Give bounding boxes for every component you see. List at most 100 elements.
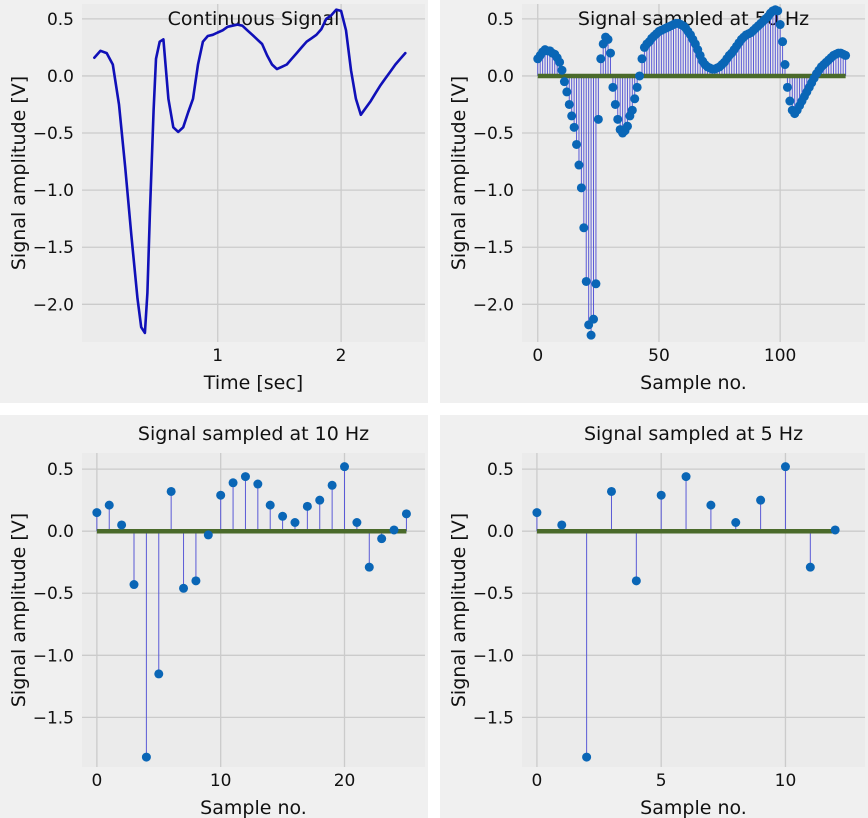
stem-marker xyxy=(327,480,337,490)
y-tick-label: −1.0 xyxy=(473,646,514,666)
y-axis-label: Signal amplitude [V] xyxy=(448,513,470,707)
stem-marker xyxy=(593,114,603,124)
y-tick-label: −1.0 xyxy=(33,181,74,201)
y-tick-label: −0.5 xyxy=(33,584,74,604)
y-tick-label: 0.0 xyxy=(487,67,514,87)
stem-marker xyxy=(782,82,792,92)
y-tick-label: −1.0 xyxy=(33,646,74,666)
stem-marker xyxy=(569,122,579,132)
y-tick-label: −2.0 xyxy=(473,295,514,315)
stem-marker xyxy=(559,77,569,87)
stem-marker xyxy=(253,479,263,489)
stem-marker xyxy=(557,65,567,75)
subplot-10hz: 0.5 0.0 −0.5 −1.0 −1.5 0 10 20 Signal sampled at… xyxy=(0,415,428,818)
stem-marker xyxy=(364,562,374,572)
stem-marker xyxy=(104,500,114,510)
stem-marker xyxy=(389,525,399,535)
y-tick-label: −1.5 xyxy=(473,238,514,258)
stem-marker xyxy=(606,486,616,496)
x-axis-label: Sample no. xyxy=(200,797,307,818)
stem-marker xyxy=(216,490,226,500)
stem-marker xyxy=(574,160,584,170)
stem-marker xyxy=(401,509,411,519)
stem-marker xyxy=(656,490,666,500)
y-tick-label: −1.0 xyxy=(473,181,514,201)
chart-title: Signal sampled at 5 Hz xyxy=(584,423,803,445)
stem-marker xyxy=(582,752,592,762)
stem-marker xyxy=(154,669,164,679)
stem-marker xyxy=(532,508,542,518)
stem-marker xyxy=(557,520,567,530)
y-tick-label: 0.5 xyxy=(47,460,74,480)
stem-marker xyxy=(775,20,785,30)
y-tick-label: −0.5 xyxy=(473,124,514,144)
x-tick-label: 0 xyxy=(532,346,543,366)
stem-marker xyxy=(589,314,599,324)
stem-marker xyxy=(780,60,790,70)
stem-marker xyxy=(591,279,601,289)
stem-marker xyxy=(627,105,637,115)
stem-marker xyxy=(340,462,350,472)
x-tick-label: 2 xyxy=(336,346,347,366)
y-axis-label: Signal amplitude [V] xyxy=(8,76,30,270)
stem-marker xyxy=(603,34,613,44)
stem-marker xyxy=(841,50,851,60)
stem-marker xyxy=(706,500,716,510)
y-tick-label: 0.0 xyxy=(47,67,74,87)
stem-marker xyxy=(630,94,640,104)
stem-marker xyxy=(622,121,632,131)
y-tick-label: 0.0 xyxy=(47,522,74,542)
x-tick-label: 5 xyxy=(656,771,667,791)
stem-marker xyxy=(315,495,325,505)
stem-marker xyxy=(731,518,741,528)
stem-marker xyxy=(805,562,815,572)
x-tick-label: 20 xyxy=(334,771,356,791)
plot-area xyxy=(522,4,865,342)
stem-marker xyxy=(780,462,790,472)
stem-marker xyxy=(290,518,300,528)
plot-area xyxy=(82,4,425,342)
stem-marker xyxy=(92,508,102,518)
stem-marker xyxy=(562,87,572,97)
x-tick-label: 10 xyxy=(775,771,797,791)
chart-title: Continuous Signal xyxy=(168,8,340,30)
stem-marker xyxy=(352,518,362,528)
stem-marker xyxy=(610,99,620,109)
stem-marker xyxy=(637,54,647,64)
stem-marker xyxy=(579,223,589,233)
plot-area xyxy=(82,453,425,767)
stem-marker xyxy=(756,495,766,505)
stem-marker xyxy=(613,114,623,124)
y-tick-label: 0.5 xyxy=(47,10,74,30)
x-tick-label: 0 xyxy=(531,771,542,791)
y-axis-label: Signal amplitude [V] xyxy=(8,513,30,707)
stem-marker xyxy=(302,501,312,511)
stem-marker xyxy=(785,96,795,106)
stem-marker xyxy=(141,752,151,762)
stem-marker xyxy=(377,534,387,544)
x-tick-label: 50 xyxy=(648,346,670,366)
stem-marker xyxy=(240,472,250,482)
x-axis-label: Time [sec] xyxy=(203,372,303,394)
chart-title: Signal sampled at 50 Hz xyxy=(578,8,809,30)
stem-marker xyxy=(830,525,840,535)
stem-marker xyxy=(631,576,641,586)
stem-marker xyxy=(778,37,788,47)
stem-marker xyxy=(605,48,615,58)
y-tick-label: 0.5 xyxy=(487,10,514,30)
stem-marker xyxy=(681,472,691,482)
stem-marker xyxy=(773,6,783,16)
chart-title: Signal sampled at 10 Hz xyxy=(138,423,369,445)
stem-marker xyxy=(555,57,565,67)
subplot-continuous: 0.5 0.0 −0.5 −1.0 −1.5 −2.0 1 2 Continuous Signa… xyxy=(0,0,428,403)
stem-marker xyxy=(117,520,127,530)
stem-marker xyxy=(203,530,213,540)
y-axis-label: Signal amplitude [V] xyxy=(448,76,470,270)
y-tick-label: 0.5 xyxy=(487,460,514,480)
stem-marker xyxy=(632,82,642,92)
stem-marker xyxy=(635,71,645,81)
y-tick-label: −1.5 xyxy=(33,238,74,258)
y-tick-label: −0.5 xyxy=(33,124,74,144)
x-tick-label: 1 xyxy=(212,346,223,366)
